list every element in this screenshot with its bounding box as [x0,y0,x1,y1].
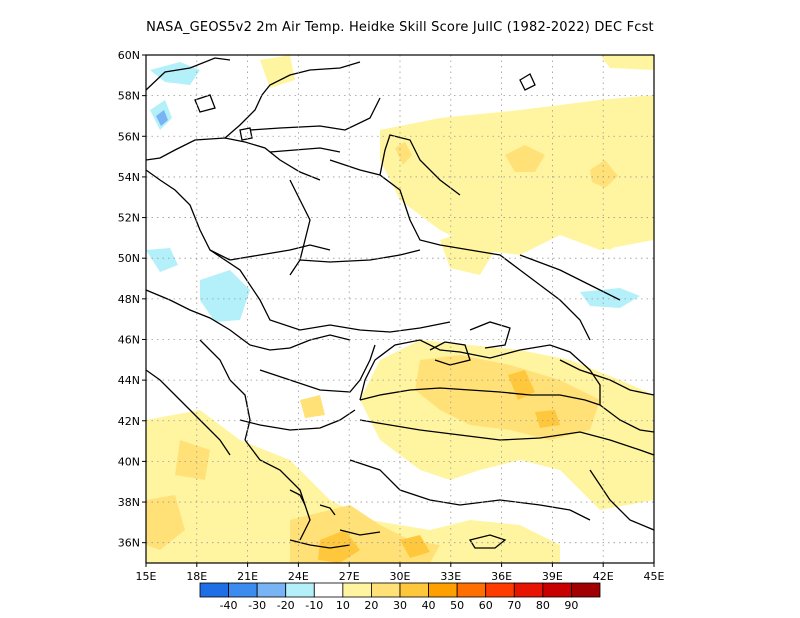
colorbar-swatch [285,582,315,598]
lat-tick-label: 40N [118,455,140,468]
lat-tick-label: 50N [118,252,140,265]
lon-tick-label: 18E [186,570,207,583]
lon-tick-label: 39E [542,570,563,583]
colorbar-swatch [313,582,344,598]
colorbar-label: -30 [248,599,266,612]
colorbar-swatch [399,582,429,598]
lon-tick-label: 27E [339,570,360,583]
lat-tick-label: 54N [118,171,140,184]
colorbar-label: 80 [536,599,550,612]
lon-tick-label: 30E [390,570,411,583]
map-plot-area [146,55,654,563]
lon-tick-label: 15E [136,570,157,583]
colorbar-swatch [256,582,287,598]
colorbar-swatch [456,582,487,598]
colorbar-label: 20 [364,599,378,612]
lat-tick-label: 58N [118,90,140,103]
colorbar-label: 30 [393,599,407,612]
lon-tick-label: 24E [288,570,309,583]
lat-tick-label: 48N [118,293,140,306]
lon-tick-label: 33E [440,570,461,583]
lat-tick-label: 38N [118,496,140,509]
colorbar-label: 50 [450,599,464,612]
map-title: NASA_GEOS5v2 2m Air Temp. Heidke Skill S… [146,20,654,35]
colorbar-swatch [228,582,258,598]
lon-tick-label: 36E [491,570,512,583]
colorbar-swatch [342,582,372,598]
lon-tick-label: 21E [237,570,258,583]
lon-tick-label: 45E [644,570,665,583]
lat-tick-label: 42N [118,415,140,428]
lat-tick-label: 60N [118,49,140,62]
colorbar-label: -10 [305,599,323,612]
colorbar-label: 10 [336,599,350,612]
colorbar-swatch [571,582,601,598]
colorbar-label: 70 [507,599,521,612]
lat-tick-label: 46N [118,333,140,346]
latitude-axis: 60N 58N 56N 54N 52N 50N 48N 46N 44N 42N 40N 38N 36N [118,49,146,550]
colorbar-swatch [428,582,458,598]
colorbar-label: 90 [564,599,578,612]
lat-tick-label: 36N [118,537,140,550]
colorbar-swatch [542,582,572,598]
grid-lines [146,55,654,563]
lon-tick-label: 42E [593,570,614,583]
colorbar-label: -20 [277,599,295,612]
colorbar-swatch [199,582,229,598]
longitude-axis: 15E 18E 21E 24E 27E 30E 33E 36E 39E 42E 45E [136,563,665,583]
colorbar-label: -40 [220,599,238,612]
colorbar-label: 60 [479,599,493,612]
lat-tick-label: 44N [118,374,140,387]
lat-tick-label: 52N [118,212,140,225]
colorbar-swatch [485,582,515,598]
colorbar-label: 40 [422,599,436,612]
lat-tick-label: 56N [118,130,140,143]
colorbar-swatch [513,582,544,598]
colorbar-swatch [371,582,401,598]
